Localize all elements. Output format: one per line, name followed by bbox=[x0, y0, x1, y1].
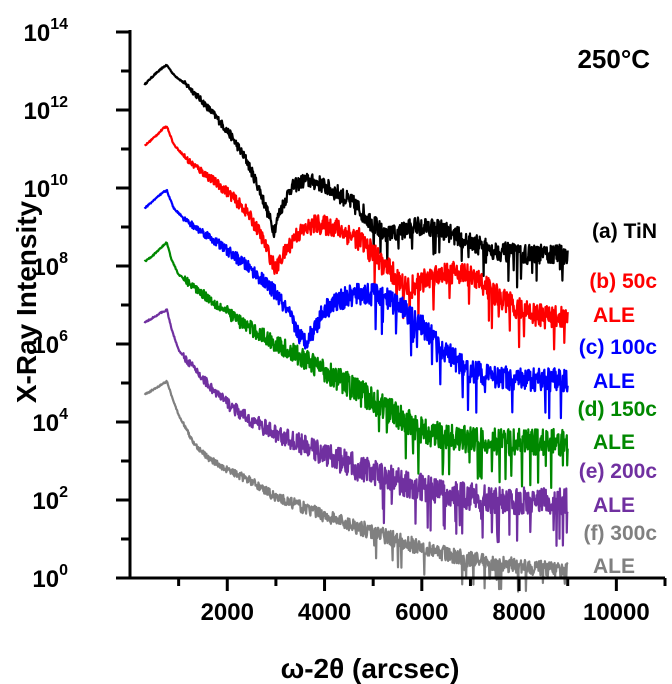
series-line-5 bbox=[143, 308, 569, 547]
series-label-3: (c) 100c bbox=[579, 336, 658, 359]
series-line-1 bbox=[143, 63, 569, 289]
series-label-5: (e) 200c bbox=[579, 460, 658, 483]
y-tick-label: 104 bbox=[32, 406, 68, 437]
series-label-5-ale: ALE bbox=[593, 494, 635, 517]
series-line-6 bbox=[143, 379, 569, 593]
series-group bbox=[143, 63, 569, 593]
y-tick-label: 1012 bbox=[24, 94, 69, 125]
x-tick-label: 8000 bbox=[492, 599, 545, 626]
y-tick-label: 1014 bbox=[24, 16, 69, 47]
labels-group: (a) TiN (b) 50c ALE (c) 100c ALE (d) 150c ALE (… bbox=[578, 220, 658, 578]
x-tick-label: 6000 bbox=[395, 599, 448, 626]
y-tick-label: 1010 bbox=[24, 172, 69, 203]
temperature-annotation: 250°C bbox=[577, 44, 650, 74]
series-label-6-ale: ALE bbox=[593, 555, 635, 578]
y-tick-label: 100 bbox=[32, 562, 68, 593]
series-line-4 bbox=[143, 241, 569, 489]
x-tick-label: 10000 bbox=[583, 599, 650, 626]
series-line-2 bbox=[143, 125, 569, 351]
x-tick-label: 2000 bbox=[201, 599, 254, 626]
y-tick-label: 102 bbox=[32, 484, 68, 515]
y-tick-label: 108 bbox=[32, 250, 68, 281]
y-tick-label: 106 bbox=[32, 328, 68, 359]
series-label-4-ale: ALE bbox=[593, 431, 635, 454]
series-label-2-ale: ALE bbox=[593, 304, 635, 327]
x-tick-label: 4000 bbox=[298, 599, 351, 626]
series-label-6: (f) 300c bbox=[583, 522, 657, 545]
series-label-4: (d) 150c bbox=[578, 398, 658, 421]
axes-group: 100 102 104 106 108 1010 1012 1014 2000 4000 6000 8… bbox=[24, 16, 667, 626]
series-label-3-ale: ALE bbox=[593, 370, 635, 393]
series-label-2: (b) 50c bbox=[589, 270, 657, 293]
series-label-1: (a) TiN bbox=[592, 220, 657, 243]
y-axis-title: X-Ray Intensity bbox=[11, 200, 42, 403]
x-axis-title: ω-2θ (arcsec) bbox=[281, 653, 460, 684]
series-line-3 bbox=[143, 188, 569, 420]
